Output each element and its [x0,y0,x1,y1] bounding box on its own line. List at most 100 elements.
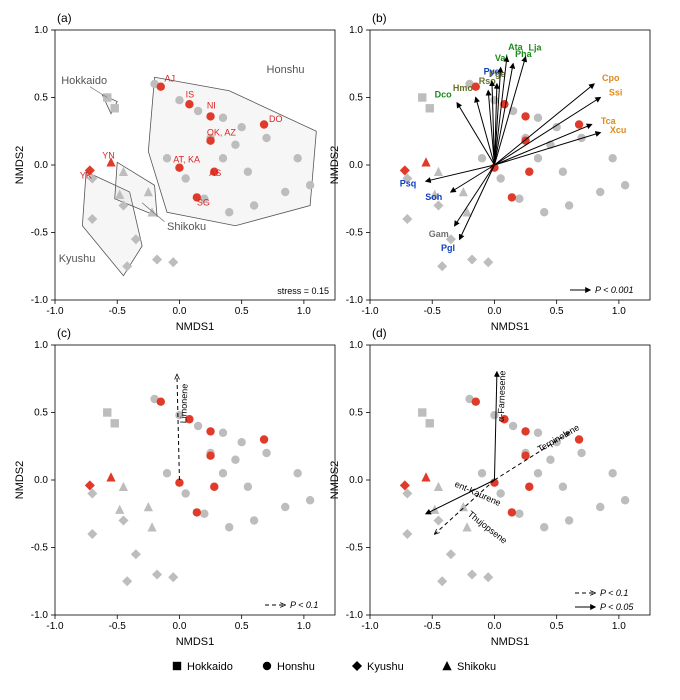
data-point [168,572,178,582]
data-point [168,257,178,267]
site-label: YN [102,150,115,160]
data-point-highlight [525,483,533,491]
data-point [175,96,183,104]
xtick-label: -1.0 [46,306,64,317]
site-label: NI [207,100,216,110]
vector-label-Psq: Psq [400,178,417,188]
vector-label-Lja: Lja [529,42,543,52]
legend-marker-Hokkaido [173,662,181,670]
data-point [225,208,233,216]
data-point-highlight [206,427,214,435]
data-point [515,510,523,518]
legend-c: P < 0.1 [290,600,318,610]
xtick-label: 0.5 [235,621,249,632]
data-point [459,502,468,511]
data-point [478,469,486,477]
data-point-highlight [421,472,430,481]
data-point [483,257,493,267]
data-point [306,496,314,504]
data-point [467,254,477,264]
data-point [540,208,548,216]
data-point-highlight [106,472,115,481]
data-point [540,523,548,531]
xtick-label: -1.0 [46,621,64,632]
data-point [194,422,202,430]
ytick-label: -0.5 [346,543,364,554]
data-point [219,154,227,162]
data-point [534,114,542,122]
vector-label-Hmo: Hmo [453,83,474,93]
data-point-highlight [521,427,529,435]
data-point [219,114,227,122]
vector-label-Cpo: Cpo [602,73,620,83]
vector-label-Pgl: Pgl [441,243,455,253]
data-point [437,576,447,586]
ytick-label: -1.0 [346,610,364,621]
data-point [181,174,189,182]
legend-item-Kyushu: Kyushu [367,661,404,673]
data-point [122,576,132,586]
ytick-label: 0.5 [349,93,363,104]
data-point [402,529,412,539]
xtick-label: -0.5 [109,306,127,317]
vector-Dco [457,103,494,165]
data-point [115,505,124,514]
site-label: AT, KA [173,154,200,164]
panel-frame-b [370,30,650,300]
site-label: SG [197,198,210,208]
data-point [237,438,245,446]
panel-frame-d [370,345,650,615]
data-point [147,522,156,531]
data-point-highlight [575,120,583,128]
site-label: AJ [165,73,176,83]
site-label: AS [209,168,221,178]
ytick-label: 0.0 [34,160,48,171]
data-point [231,456,239,464]
data-point [596,503,604,511]
xlabel: NMDS1 [491,321,530,333]
ytick-label: 1.0 [34,340,48,351]
site-label: YK [80,171,92,181]
xtick-label: 0.0 [487,306,501,317]
vector-label-Dco: Dco [435,90,453,100]
ytick-label: -0.5 [31,543,49,554]
site-label: OK, AZ [207,127,237,137]
data-point-highlight [260,120,268,128]
data-point [119,482,128,491]
data-point [462,522,471,531]
data-point [565,516,573,524]
xtick-label: -1.0 [361,306,379,317]
data-point [237,123,245,131]
data-point [621,181,629,189]
xtick-label: 0.5 [550,621,564,632]
xtick-label: 0.0 [172,306,186,317]
data-point [559,168,567,176]
ylabel: NMDS2 [329,146,341,185]
data-point-highlight [421,157,430,166]
data-point [565,201,573,209]
data-point [559,483,567,491]
data-point [219,469,227,477]
ytick-label: -1.0 [346,295,364,306]
legend-item-Hokkaido: Hokkaido [187,661,233,673]
data-point [262,134,270,142]
data-point [87,488,97,498]
data-point [426,419,434,427]
data-point [608,154,616,162]
data-point [433,515,443,525]
data-point-highlight [521,112,529,120]
leader-Hokkaido [90,87,107,98]
data-point-highlight [206,112,214,120]
vector-label-Soh: Soh [425,192,442,202]
region-label-Shikoku: Shikoku [167,221,206,233]
hull-fill-Honshu [148,77,316,226]
ytick-label: -0.5 [31,228,49,239]
xlabel: NMDS1 [491,636,530,648]
xtick-label: -0.5 [424,621,442,632]
legend-item-Shikoku: Shikoku [457,661,496,673]
vector-label-Terpinolene: Terpinolene [536,422,581,454]
data-point [181,489,189,497]
panel-label-d: (d) [372,326,387,340]
ytick-label: 0.5 [349,408,363,419]
data-point [534,469,542,477]
